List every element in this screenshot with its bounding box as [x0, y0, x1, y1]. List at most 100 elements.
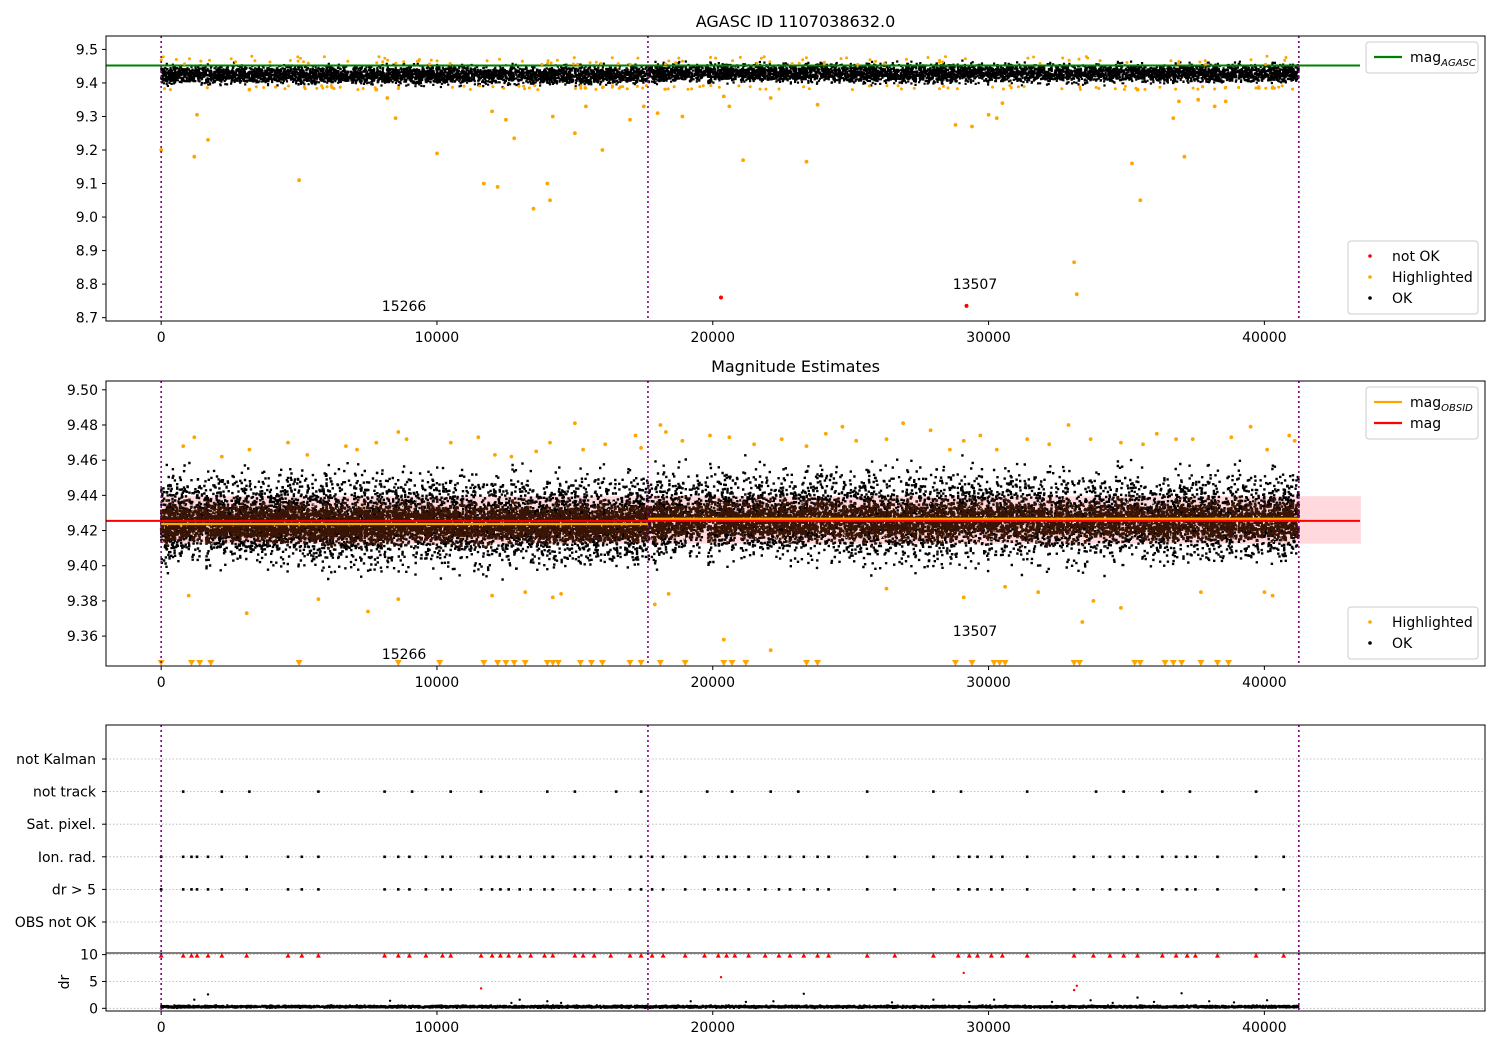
- agasc-highlighted-edge-point: [485, 59, 489, 63]
- dr-point-point: [1180, 992, 1183, 995]
- flag-mark: [286, 855, 290, 859]
- dr-point-point: [1111, 1001, 1114, 1005]
- agasc-highlighted-edge-point: [1061, 56, 1065, 60]
- mag-band-speckle-point: [750, 514, 752, 516]
- agasc-highlighted-edge-point: [573, 87, 577, 90]
- mag-band-speckle-point: [1272, 540, 1275, 543]
- mag-band-speckle-point: [172, 530, 174, 532]
- dr-clipped-mark: [746, 953, 752, 958]
- mag-legend-box: [1347, 606, 1479, 660]
- dr-point-point: [932, 998, 935, 1001]
- mag-highlighted-offscale: [480, 660, 488, 666]
- mag-band-speckle-point: [563, 533, 566, 536]
- mag-band-speckle-point: [771, 499, 773, 501]
- mag-highlighted-point: [721, 637, 726, 642]
- flag-mark: [1174, 855, 1178, 859]
- mag-band-speckle-point: [1069, 521, 1072, 524]
- mag-band-speckle-point: [518, 531, 520, 533]
- mag-band-speckle-point: [183, 504, 185, 506]
- mag-obsid-label: 15266: [382, 647, 427, 663]
- agasc-highlighted-point: [374, 87, 379, 92]
- dr-clipped-mark: [955, 953, 961, 958]
- agasc-highlighted-edge-point: [963, 57, 967, 61]
- agasc-highlighted-edge-point: [1125, 61, 1129, 64]
- mag-band-speckle-point: [282, 536, 285, 538]
- flag-mark: [546, 790, 549, 793]
- agasc-highlighted-edge-point: [896, 84, 900, 88]
- agasc-highlighted-edge-point: [502, 86, 506, 90]
- agasc-highlighted-edge-point: [491, 85, 495, 89]
- mag-band-speckle-point: [162, 514, 164, 516]
- agasc-highlighted-point: [195, 112, 199, 117]
- mag-band-speckle-point: [1152, 521, 1155, 523]
- flag-mark: [683, 855, 687, 859]
- mag-band-speckle-point: [259, 536, 261, 539]
- mag-band-speckle-point: [215, 513, 217, 515]
- flag-mark: [408, 855, 411, 859]
- agasc-highlighted-point: [435, 151, 439, 156]
- mag-band-speckle-point: [573, 526, 575, 529]
- agasc-highlighted-edge-point: [174, 58, 178, 61]
- dr-xtick-label: 20000: [690, 1020, 735, 1036]
- flag-mark: [195, 855, 199, 859]
- flag-mark: [956, 855, 960, 859]
- flag-mark: [581, 888, 585, 891]
- mag-highlighted-offscale: [549, 660, 557, 666]
- dr-clipped-mark: [999, 953, 1005, 958]
- mag-legend-0: magOBSID mag: [1365, 386, 1479, 440]
- mag-legend-box: [1365, 386, 1479, 440]
- agasc-highlighted-edge-point: [283, 87, 287, 91]
- agasc-ytick-label: 8.9: [76, 244, 98, 260]
- mag-band-speckle-point: [1176, 514, 1179, 517]
- agasc-highlighted-edge-point: [804, 56, 808, 60]
- agasc-highlighted-edge-point: [822, 60, 826, 64]
- agasc-highlighted-edge-point: [274, 85, 277, 89]
- flag-mark: [507, 855, 510, 859]
- mag-band-speckle-point: [547, 508, 549, 510]
- agasc-highlighted-edge-point: [867, 84, 871, 88]
- agasc-highlighted-edge-point: [690, 87, 694, 91]
- mag-band-speckle-point: [815, 531, 818, 533]
- flag-mark: [703, 855, 706, 859]
- flag-mark: [383, 888, 386, 891]
- mag-band-speckle-point: [1045, 510, 1048, 512]
- agasc-highlighted-edge-point: [583, 86, 587, 90]
- mag-band-speckle-point: [977, 510, 979, 512]
- agasc-highlighted-point: [584, 104, 588, 109]
- dr-clipped-mark: [180, 953, 186, 958]
- mag-band-speckle-point: [196, 535, 199, 537]
- flag-mark: [573, 888, 577, 891]
- agasc-highlighted-edge-point: [856, 62, 860, 66]
- agasc-highlighted-edge-point: [759, 56, 763, 60]
- mag-legend-swatch: [1368, 620, 1372, 624]
- mag-band-speckle-point: [481, 525, 483, 527]
- mag-band-speckle-point: [240, 515, 242, 517]
- mag-band-speckle-point: [1018, 528, 1020, 530]
- flag-mark: [317, 855, 320, 859]
- mag-band-speckle-point: [306, 537, 308, 539]
- mag-highlighted-offscale: [728, 660, 736, 666]
- mag-band-speckle-point: [880, 536, 883, 539]
- mag-band-speckle-point: [173, 510, 175, 512]
- agasc-highlighted-edge-point: [641, 86, 645, 90]
- mag-band-speckle-point: [976, 515, 978, 517]
- agasc-highlighted-edge-point: [1123, 84, 1127, 88]
- mag-band-speckle-point: [503, 533, 505, 535]
- mag-band-speckle-point: [889, 500, 891, 502]
- dr-point-point: [744, 1000, 748, 1004]
- flag-mark: [1108, 888, 1112, 891]
- mag-band-speckle-point: [644, 541, 646, 543]
- dr-clipped-mark: [315, 953, 321, 958]
- dr-point-point: [518, 998, 521, 1001]
- flag-label: OBS not OK: [15, 915, 97, 931]
- mag-xtick-label: 10000: [415, 675, 460, 691]
- flag-mark: [206, 855, 210, 859]
- mag-band-speckle-point: [816, 510, 819, 512]
- flag-mark: [190, 888, 193, 891]
- dr-point-point: [388, 999, 392, 1002]
- mag-band-speckle-point: [683, 515, 686, 517]
- mag-band-speckle-point: [1152, 502, 1155, 504]
- dr-xtick-label: 0: [157, 1020, 166, 1036]
- mag-band-speckle-point: [1178, 541, 1180, 543]
- flag-mark: [1254, 888, 1258, 891]
